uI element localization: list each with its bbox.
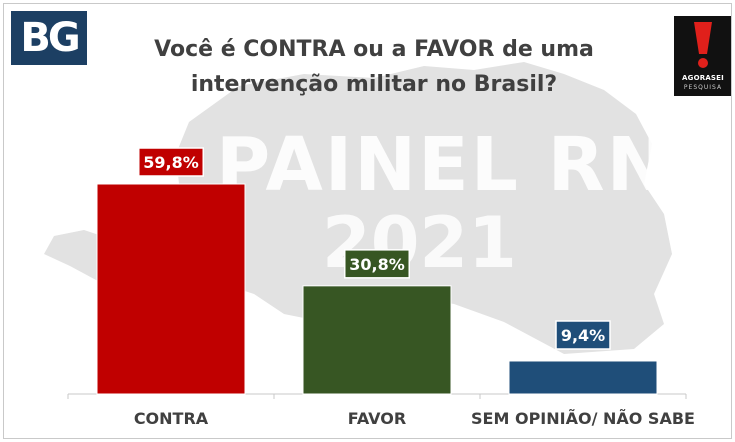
bar-1 bbox=[302, 285, 452, 395]
title-line-1: Você é CONTRA ou a FAVOR de uma bbox=[154, 37, 594, 62]
data-label-1: 30,8% bbox=[349, 255, 405, 274]
category-label-2: SEM OPINIÃO/ NÃO SABE bbox=[471, 409, 695, 428]
bar-chart: 59,8% CONTRA 30,8% FAVOR 9,4% SEM OPINIÃO/ NÃ… bbox=[67, 147, 695, 428]
pollster-subtitle: PESQUISA bbox=[683, 84, 723, 91]
title-line-2: intervenção militar no Brasil? bbox=[190, 72, 558, 97]
data-label-box-1 bbox=[344, 249, 410, 279]
rn-map-silhouette bbox=[44, 62, 672, 354]
data-label-0: 59,8% bbox=[143, 153, 199, 172]
data-label-2: 9,4% bbox=[561, 326, 605, 345]
data-label-box-2 bbox=[555, 320, 611, 350]
exclamation-icon bbox=[694, 22, 712, 68]
bg-logo: BG bbox=[11, 11, 87, 65]
category-label-1: FAVOR bbox=[348, 409, 406, 428]
category-label-0: CONTRA bbox=[134, 409, 209, 428]
data-label-box-0 bbox=[138, 147, 204, 177]
bar-0 bbox=[96, 183, 246, 395]
pollster-name: AGORASEI bbox=[682, 74, 724, 82]
chart-title: Você é CONTRA ou a FAVOR de uma interven… bbox=[114, 32, 634, 102]
chart-frame: PAINEL RN 2021 BG Você é CONTRA ou a FAV… bbox=[3, 3, 732, 439]
bar-2 bbox=[508, 360, 658, 395]
pollster-logo: AGORASEI PESQUISA bbox=[674, 16, 731, 96]
